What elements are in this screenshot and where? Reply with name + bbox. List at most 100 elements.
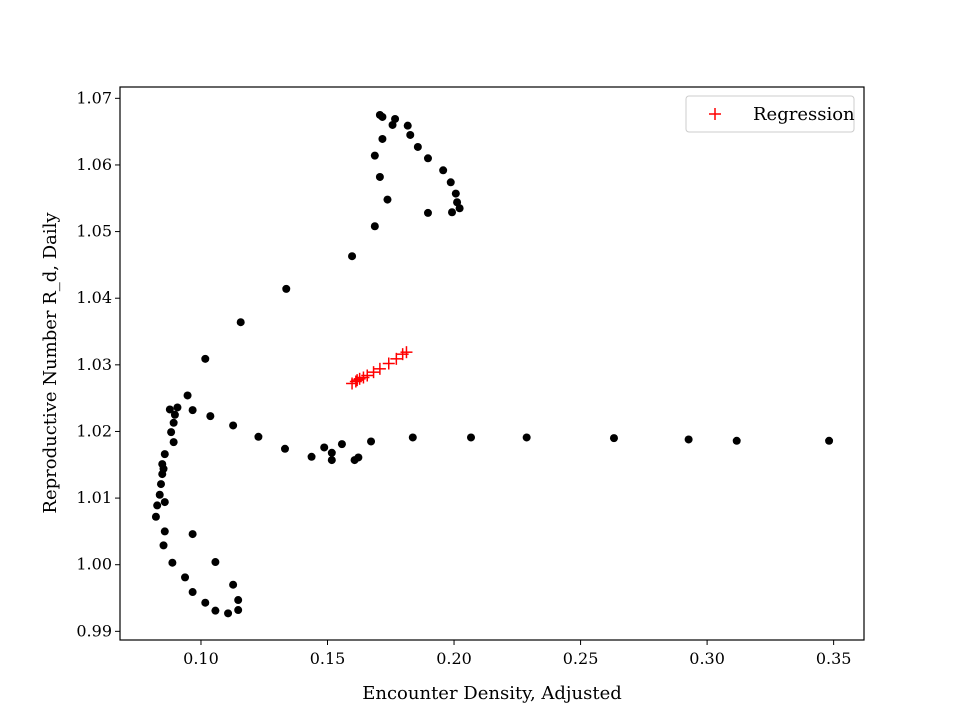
regression-point (390, 352, 403, 365)
data-point (403, 121, 412, 130)
data-point (153, 501, 162, 510)
data-point (413, 142, 422, 151)
data-point (825, 436, 834, 445)
regression-point (373, 362, 386, 375)
x-tick-label: 0.25 (563, 649, 599, 668)
data-point (375, 172, 384, 181)
data-point (234, 606, 243, 615)
data-point (446, 178, 455, 187)
data-point (327, 448, 336, 457)
y-tick-label: 1.00 (76, 555, 112, 574)
data-point (167, 428, 176, 437)
data-point (165, 405, 174, 414)
data-point (211, 558, 220, 567)
observed-series (151, 110, 834, 618)
regression-point (382, 357, 395, 370)
data-point (280, 444, 289, 453)
data-point (370, 151, 379, 160)
data-point (350, 456, 359, 465)
data-point (188, 530, 197, 539)
y-tick-label: 1.06 (76, 155, 112, 174)
x-tick-label: 0.15 (310, 649, 346, 668)
data-point (181, 573, 190, 582)
data-point (370, 222, 379, 231)
data-point (423, 208, 432, 217)
x-axis: 0.10 0.15 0.20 0.25 0.30 0.35 (183, 640, 851, 668)
data-point (160, 527, 169, 536)
data-point (158, 470, 167, 479)
x-tick-label: 0.35 (816, 649, 852, 668)
data-point (160, 450, 169, 459)
data-point (236, 318, 245, 327)
regression-point (351, 374, 364, 387)
data-point (406, 130, 415, 139)
data-point (378, 134, 387, 143)
data-point (320, 443, 329, 452)
y-tick-label: 1.02 (76, 421, 112, 440)
x-axis-label: Encounter Density, Adjusted (362, 683, 622, 704)
data-point (408, 433, 417, 442)
data-point (155, 490, 164, 499)
y-axis: 0.99 1.00 1.01 1.02 1.03 1.04 1.05 1.06 1.07 (76, 88, 120, 640)
data-point (170, 410, 179, 419)
y-tick-label: 1.03 (76, 355, 112, 374)
legend-regression-marker (709, 108, 721, 120)
data-point (201, 598, 210, 607)
data-point (423, 154, 432, 163)
data-point (448, 208, 457, 217)
plot-marks (151, 110, 834, 618)
data-point (183, 391, 192, 400)
legend-box (685, 95, 855, 133)
data-point (234, 596, 243, 605)
regression-point (367, 366, 380, 379)
data-point (159, 541, 168, 550)
data-point (254, 432, 263, 441)
y-tick-label: 0.99 (76, 621, 112, 640)
data-point (224, 609, 233, 618)
data-point (229, 580, 238, 589)
y-tick-label: 1.04 (76, 288, 112, 307)
data-point (169, 418, 178, 427)
data-point (453, 198, 462, 207)
regression-series (346, 346, 413, 390)
data-point (160, 498, 169, 507)
data-point (337, 440, 346, 449)
data-point (439, 166, 448, 175)
data-point (327, 456, 336, 465)
y-axis-label: Reproductive Number R_d, Daily (40, 212, 61, 514)
data-point (455, 204, 464, 213)
data-point (383, 195, 392, 204)
data-point (451, 189, 460, 198)
x-tick-label: 0.10 (183, 649, 219, 668)
y-tick-label: 1.05 (76, 222, 112, 241)
plot-frame (119, 86, 865, 641)
x-tick-label: 0.30 (689, 649, 725, 668)
legend-regression-label: Regression (753, 104, 855, 125)
x-tick-label: 0.20 (436, 649, 472, 668)
data-point (173, 403, 182, 412)
data-point (156, 480, 165, 489)
data-point (609, 434, 618, 443)
regression-point (400, 346, 413, 359)
data-point (732, 436, 741, 445)
data-point (522, 433, 531, 442)
y-tick-label: 1.01 (76, 488, 112, 507)
data-point (201, 354, 210, 363)
regression-point (361, 369, 374, 382)
data-point (388, 120, 397, 129)
data-point (348, 252, 357, 261)
data-point (391, 114, 400, 123)
data-point (188, 406, 197, 415)
data-point (188, 588, 197, 597)
data-point (169, 438, 178, 447)
data-point (151, 512, 160, 521)
data-point (307, 452, 316, 461)
data-point (206, 412, 215, 421)
data-point (466, 433, 475, 442)
data-point (378, 112, 387, 121)
data-point (229, 421, 238, 430)
data-point (367, 437, 376, 446)
data-point (684, 435, 693, 444)
data-point (168, 558, 177, 567)
